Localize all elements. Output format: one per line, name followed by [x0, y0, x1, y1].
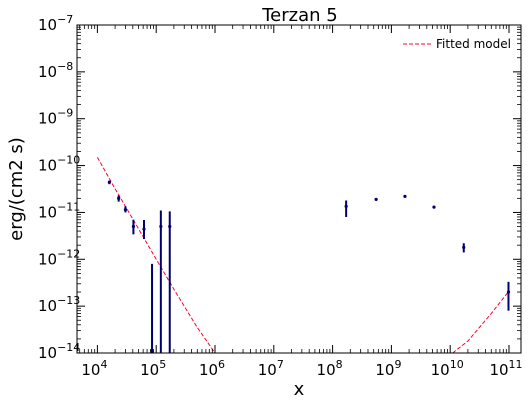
- x-tick-label: 1011: [489, 358, 522, 379]
- data-point: [344, 204, 348, 208]
- legend: Fitted model: [403, 37, 511, 51]
- x-tick-label: 105: [140, 358, 166, 379]
- legend-label-fitted-model: Fitted model: [436, 37, 511, 51]
- plot-frame: [76, 24, 522, 354]
- data-point: [117, 196, 121, 200]
- x-tick-label: 104: [81, 358, 107, 379]
- data-point: [142, 227, 146, 231]
- y-tick-label: 10−12: [38, 247, 80, 268]
- y-tick-label: 10−7: [38, 13, 73, 34]
- fitted-model-line-2: [452, 290, 510, 353]
- fitted-model-line-1: [96, 157, 234, 353]
- y-tick-label: 10−8: [38, 60, 73, 81]
- y-tick-label: 10−13: [38, 294, 80, 315]
- y-tick-label: 10−11: [38, 200, 80, 221]
- data-point: [107, 180, 111, 184]
- axis-ticks: 104 105 106 107 108 109 1010 1011 10−14 10−13 10−1…: [38, 13, 523, 379]
- y-tick-label: 10−14: [38, 341, 80, 362]
- data-point: [374, 197, 378, 201]
- data-point: [403, 194, 407, 198]
- data-point: [123, 207, 128, 212]
- x-tick-label: 109: [375, 358, 401, 379]
- data-point: [462, 245, 466, 249]
- data-point: [432, 205, 436, 209]
- x-tick-label: 1010: [431, 358, 464, 379]
- chart-marks: [96, 157, 511, 353]
- data-point: [506, 290, 511, 294]
- x-tick-label: 107: [258, 358, 284, 379]
- x-axis-label: x: [294, 379, 305, 400]
- data-point: [150, 349, 154, 353]
- x-tick-label: 106: [199, 358, 225, 379]
- data-point: [168, 224, 172, 229]
- data-point: [131, 224, 136, 229]
- chart-title: Terzan 5: [261, 5, 337, 26]
- y-axis-label: erg/(cm2 s): [6, 137, 27, 241]
- y-tick-label: 10−9: [38, 107, 73, 128]
- x-tick-label: 108: [317, 358, 343, 379]
- y-tick-label: 10−10: [38, 154, 80, 175]
- data-point: [159, 224, 163, 229]
